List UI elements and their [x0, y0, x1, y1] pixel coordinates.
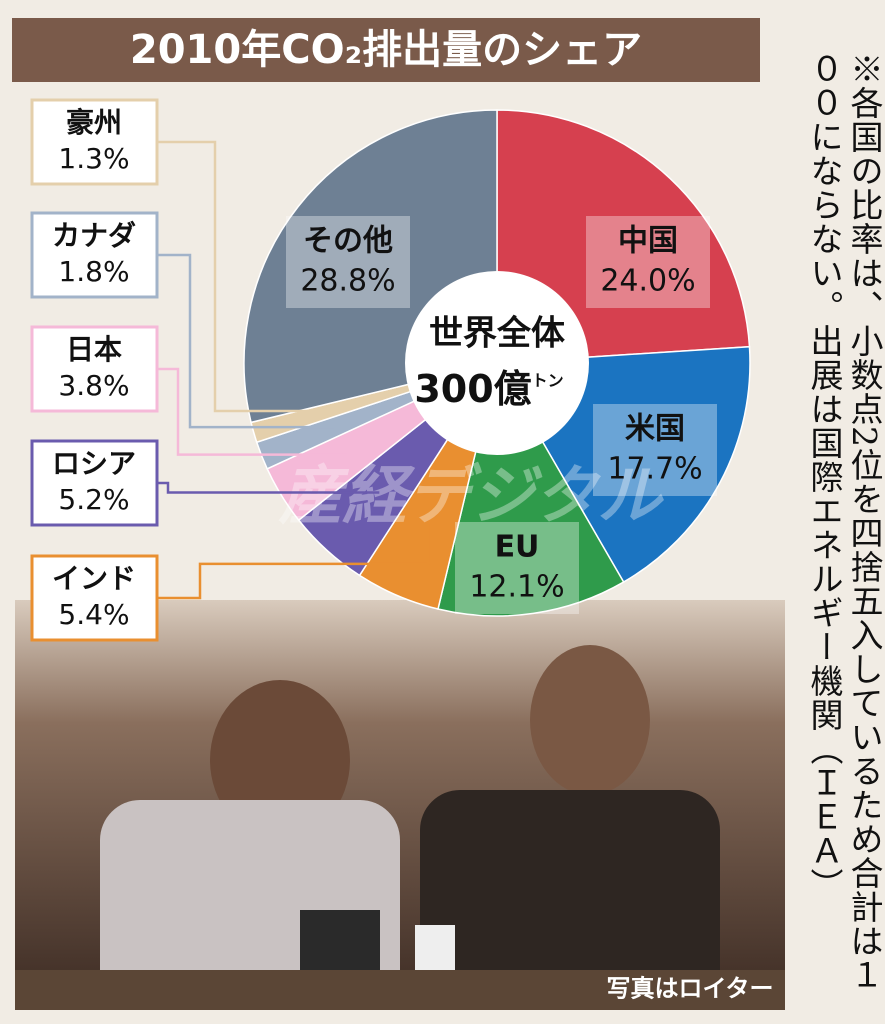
- category-label: EU: [495, 530, 540, 565]
- label-box: [30, 98, 159, 186]
- donut: [243, 109, 751, 617]
- photo-credit: 写真はロイター: [606, 974, 773, 1003]
- center-value: 300億トン: [414, 367, 563, 411]
- value-label: 28.8%: [300, 264, 395, 299]
- value-label: 17.7%: [607, 452, 702, 487]
- label-box: [30, 554, 159, 642]
- label-box: [286, 216, 410, 308]
- category-label: 豪州: [66, 106, 122, 139]
- label-box: [593, 404, 717, 496]
- category-label: インド: [52, 562, 136, 595]
- category-label: ロシア: [52, 447, 136, 480]
- category-label: 米国: [625, 412, 685, 447]
- leader-line: [157, 140, 329, 413]
- category-label: カナダ: [52, 219, 136, 252]
- leader-line: [157, 481, 380, 494]
- label-box: [30, 211, 159, 299]
- leader-line: [157, 523, 430, 600]
- label-box: [30, 325, 159, 413]
- photo: [15, 600, 785, 1010]
- value-label: 1.8%: [58, 255, 129, 288]
- leader-line: [157, 367, 348, 456]
- center-value-number: 300億: [414, 367, 531, 411]
- value-label: 5.2%: [58, 483, 129, 516]
- leader-line: [157, 253, 335, 429]
- category-label: 日本: [66, 333, 122, 366]
- value-label: 1.3%: [58, 142, 129, 175]
- donut-hole: [405, 271, 589, 455]
- value-label: 3.8%: [58, 369, 129, 402]
- value-label: 12.1%: [469, 570, 564, 605]
- category-label: その他: [303, 224, 393, 259]
- center-title: 世界全体: [429, 314, 565, 354]
- center-unit: トン: [532, 371, 564, 390]
- chart-title: 2010年CO₂排出量のシェア: [130, 27, 642, 73]
- watermark: 産経デジタル: [278, 460, 665, 534]
- value-label: 24.0%: [600, 264, 695, 299]
- label-box: [30, 439, 159, 527]
- category-label: 中国: [618, 224, 678, 259]
- note: ※各国の比率は、小数点2位を四捨五入しているため合計は１００にならない。出展は国…: [805, 52, 884, 992]
- label-box: [586, 216, 710, 308]
- title-band: [12, 18, 760, 82]
- label-box: [455, 522, 579, 614]
- value-label: 5.4%: [58, 598, 129, 631]
